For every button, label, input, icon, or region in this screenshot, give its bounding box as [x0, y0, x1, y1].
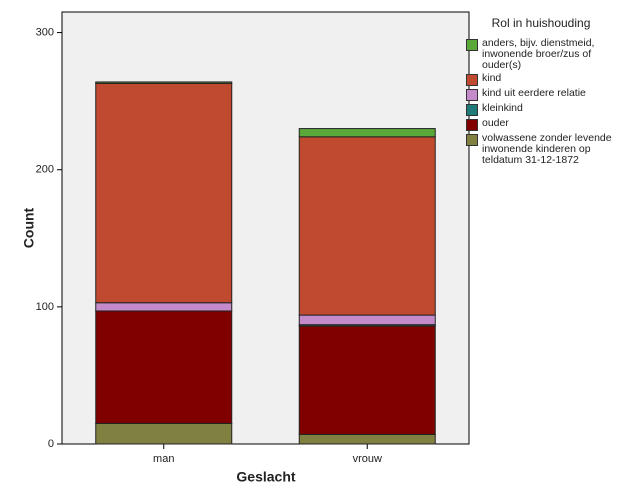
bar-segment: [95, 310, 233, 424]
bar-segment: [298, 433, 436, 445]
legend-label: ouder: [482, 117, 509, 129]
legend-item: volwassene zonder levende inwonende kind…: [466, 133, 616, 166]
legend-item: ouder: [466, 118, 616, 131]
legend-label: kleinkind: [482, 102, 523, 114]
legend-swatch: [466, 119, 478, 131]
y-tick-label: 300: [36, 26, 54, 38]
y-axis-label: Count: [21, 207, 37, 248]
legend-item: kind uit eerdere relatie: [466, 88, 616, 101]
legend-label: kind uit eerdere relatie: [482, 87, 586, 99]
legend-item: kleinkind: [466, 103, 616, 116]
x-tick-label: man: [153, 453, 174, 465]
y-tick-label: 100: [36, 301, 54, 313]
bar-segment: [95, 82, 233, 304]
legend-swatch: [466, 89, 478, 101]
bar-segment: [95, 422, 233, 445]
legend-item: anders, bijv. dienstmeid, inwonende broe…: [466, 38, 616, 71]
x-axis-label: Geslacht: [236, 469, 295, 485]
bar-segment: [298, 314, 436, 326]
legend-swatch: [466, 134, 478, 146]
x-tick-label: vrouw: [353, 453, 382, 465]
legend-swatch: [466, 74, 478, 86]
legend-swatch: [466, 104, 478, 116]
legend: Rol in huishouding anders, bijv. dienstm…: [466, 16, 616, 168]
bar-segment: [95, 302, 233, 312]
bar-segment: [298, 325, 436, 435]
legend-title: Rol in huishouding: [491, 16, 591, 30]
legend-label: anders, bijv. dienstmeid, inwonende broe…: [482, 37, 595, 71]
legend-label: kind: [482, 72, 502, 84]
legend-swatch: [466, 39, 478, 51]
y-tick-label: 0: [48, 438, 54, 450]
legend-label: volwassene zonder levende inwonende kind…: [482, 132, 612, 166]
legend-item: kind: [466, 73, 616, 86]
bar-segment: [298, 136, 436, 316]
bar-segment: [95, 81, 233, 84]
bar-segment: [298, 128, 436, 138]
y-tick-label: 200: [36, 164, 54, 176]
